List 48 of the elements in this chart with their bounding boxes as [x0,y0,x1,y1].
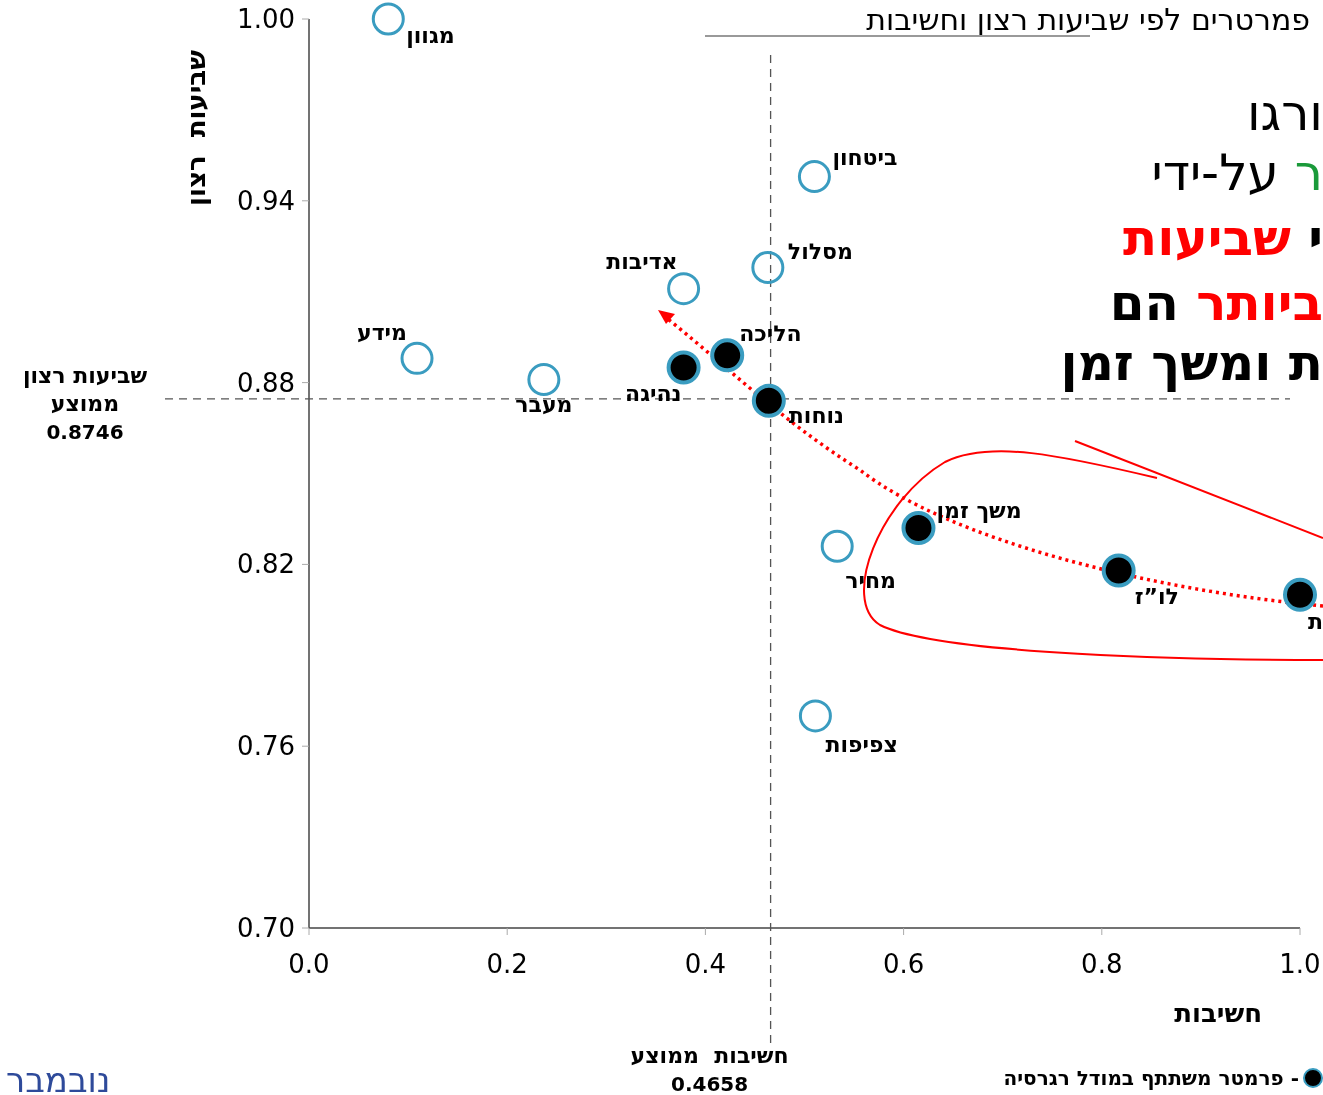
y-tick-label: 0.88 [237,367,295,398]
y-tick-label: 0.76 [237,731,295,762]
annotation: נהיגה [625,381,682,407]
x-tick-label: 0.8 [1081,949,1123,979]
annotation: י שביעות [1123,209,1323,267]
annotation: לו”ז [1134,584,1179,610]
text: נובמבר [6,1060,111,1095]
annotation: מגוון [406,23,455,48]
x-tick-label: 1.0 [1279,949,1321,979]
annotation: מסלול [787,239,853,265]
annotation: ביטחון [832,144,898,170]
annotation: אדיבות [606,248,678,274]
annotation: משך זמן [936,498,1022,524]
point [371,2,405,36]
y-tick-label: 0.94 [237,185,295,216]
annotation: מעבר [515,391,573,417]
chart-title: פמרטרים לפי שביעות רצון וחשיבות [866,2,1310,37]
y-tick-label: 0.82 [237,549,295,580]
y-tick-label: 0.70 [237,913,295,943]
x-tick-label: 0.0 [288,949,330,979]
point [751,250,785,284]
annotation: מידע [357,320,408,346]
annotation: ת ומשך זמן [1060,334,1323,392]
y-axis-title: שביעות רצון [181,49,211,206]
point [527,363,561,397]
point [666,350,701,385]
x-tick-label: 0.4 [684,949,727,979]
x-tick-label: 0.6 [882,949,925,979]
point [400,341,434,375]
x-tick-label: 0.2 [486,949,528,979]
annotation: ורגו [1246,84,1323,142]
annotation: ת [1308,608,1323,634]
x-axis-title: חשיבות [1174,998,1262,1028]
point [1283,577,1317,612]
point [751,383,786,418]
annotation: הליכה [739,321,802,347]
legend-label: - פרמטר משתתף במודל רגרסיה [1003,1066,1299,1090]
annotation: ר על-ידי [1151,144,1323,202]
y-tick-label: 1.00 [237,4,295,34]
annotation: נוחות [788,402,845,428]
point [820,529,854,563]
point [798,699,832,733]
annotation: צפיפות [825,731,898,757]
point [901,511,936,546]
point [797,160,831,194]
annotation: ביותר הם [1109,274,1323,332]
point [1101,553,1136,588]
point [667,272,701,306]
